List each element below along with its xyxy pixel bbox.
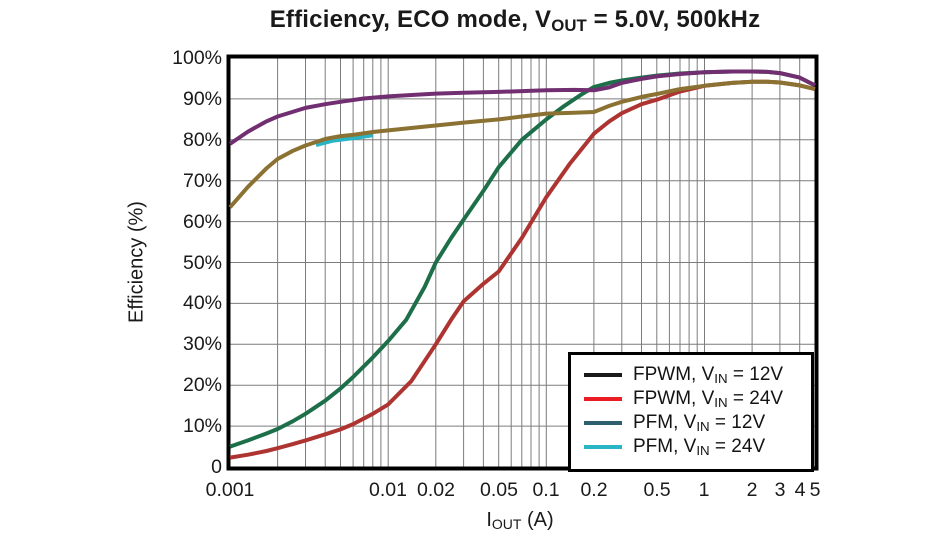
y-tick-label: 80%	[182, 129, 222, 151]
x-axis-title-pre: I	[486, 509, 492, 531]
legend-label-post: = 12V	[709, 412, 766, 433]
legend-label-pre: FPWM, V	[633, 388, 715, 409]
curve-pfm-vin-24v	[228, 79, 816, 209]
x-tick-label: 0.01	[369, 479, 407, 501]
plot-frame	[226, 54, 819, 471]
legend-item: FPWM, VIN = 24V	[571, 387, 811, 411]
legend-swatch-line	[584, 397, 622, 401]
legend-label: PFM, VIN = 12V	[633, 412, 765, 434]
legend-item: PFM, VIN = 12V	[571, 411, 811, 435]
vertical-gridlines	[277, 58, 801, 467]
curve-pfm-vin-12v	[228, 69, 816, 146]
legend-swatch-line	[584, 445, 622, 449]
y-tick-label: 60%	[182, 211, 222, 233]
legend-label-sub: IN	[696, 443, 710, 459]
x-axis-title: IOUT (A)	[90, 509, 950, 532]
chart-title: Efficiency, ECO mode, VOUT = 5.0V, 500kH…	[90, 6, 940, 36]
curves	[228, 69, 816, 460]
y-tick-label: 90%	[182, 88, 222, 110]
legend-label: FPWM, VIN = 12V	[633, 364, 783, 386]
y-tick-label: 70%	[182, 170, 222, 192]
chart-title-pre: Efficiency, ECO mode, V	[269, 6, 552, 33]
legend-label-post: = 12V	[727, 364, 784, 385]
legend-swatch-line	[584, 373, 622, 377]
x-tick-label: 1	[698, 479, 710, 501]
y-tick-label: 100%	[172, 47, 222, 69]
x-tick-label: 0.001	[205, 479, 255, 501]
y-tick-label: 40%	[182, 292, 222, 314]
legend-item: FPWM, VIN = 12V	[571, 363, 811, 387]
x-tick-label: 0.2	[580, 479, 608, 501]
legend-label-post: = 24V	[727, 388, 784, 409]
legend-label-pre: PFM, V	[633, 436, 697, 457]
y-tick-label: 30%	[182, 333, 222, 355]
legend-label: FPWM, VIN = 24V	[633, 388, 783, 410]
legend-label-sub: IN	[714, 395, 728, 411]
x-tick-label: 0.5	[643, 479, 671, 501]
y-tick-label: 10%	[182, 415, 222, 437]
x-axis-title-subscript: OUT	[491, 516, 522, 533]
y-tick-label: 50%	[182, 252, 222, 274]
x-axis-title-post: (A)	[521, 509, 554, 531]
legend-swatch-line	[584, 421, 622, 425]
legend-label-pre: FPWM, V	[633, 364, 715, 385]
legend-label: PFM, VIN = 24V	[633, 436, 765, 458]
legend-label-post: = 24V	[709, 436, 766, 457]
y-tick-label: 0	[211, 456, 222, 478]
legend-label-pre: PFM, V	[633, 412, 697, 433]
curve-fragment-3	[315, 133, 374, 148]
x-tick-label: 3	[774, 479, 786, 501]
x-tick-label: 2	[746, 479, 758, 501]
legend-label-sub: IN	[714, 371, 728, 387]
x-tick-label: 0.02	[417, 479, 455, 501]
x-tick-label: 0.1	[532, 479, 560, 501]
legend-item: PFM, VIN = 24V	[571, 435, 811, 459]
y-tick-label: 20%	[182, 374, 222, 396]
horizontal-gridlines	[230, 98, 815, 427]
chart-title-subscript: OUT	[551, 16, 587, 36]
chart-title-post: = 5.0V, 500kHz	[586, 6, 761, 33]
x-tick-label: 4	[794, 479, 806, 501]
x-tick-label: 0.05	[480, 479, 518, 501]
x-tick-label: 5	[809, 479, 821, 501]
legend-box: FPWM, VIN = 12V FPWM, VIN = 24V PFM, VIN =…	[568, 352, 814, 472]
legend-label-sub: IN	[696, 419, 710, 435]
